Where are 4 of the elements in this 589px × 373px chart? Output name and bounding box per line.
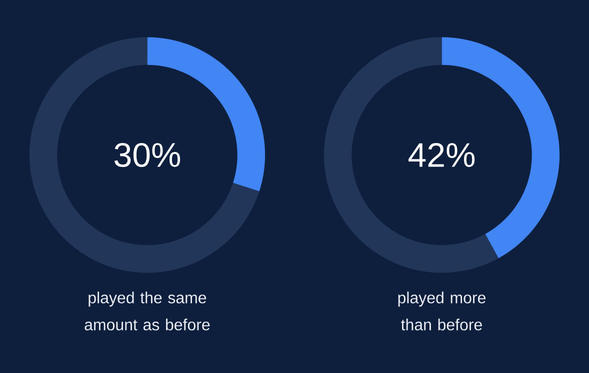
text: 42% — [408, 143, 475, 167]
text: played the same amount as before — [84, 292, 210, 330]
text: played more than before — [398, 292, 486, 330]
text: 30% — [114, 142, 180, 168]
